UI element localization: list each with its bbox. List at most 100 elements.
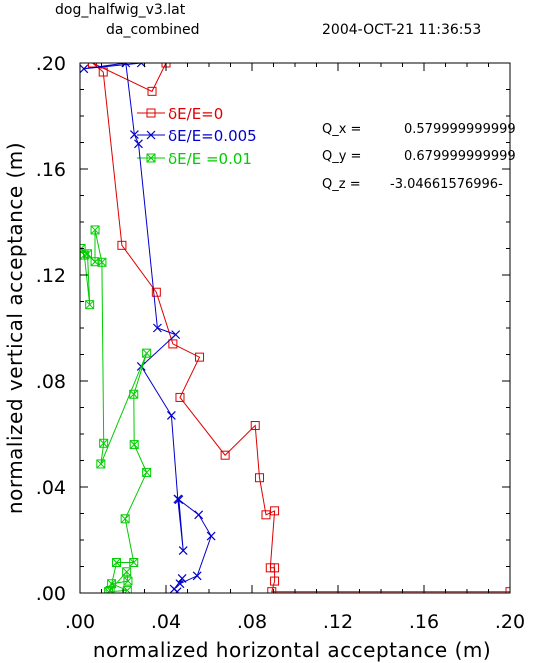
- series-2-point-12-cross: [142, 348, 152, 358]
- series-2-point-13-cross: [96, 459, 106, 469]
- qz-value: -3.04661576996-: [390, 177, 503, 192]
- plot-frame: [79, 62, 511, 594]
- series-2-point-20-cross: [85, 300, 95, 310]
- header-timestamp: 2004-OCT-21 11:36:53: [322, 22, 481, 38]
- qz-label: Q_z =: [322, 177, 361, 192]
- series-2-point-16-cross: [90, 225, 100, 235]
- legend-label-1: δE/E=0.005: [168, 127, 257, 145]
- series-1-point-15: [129, 130, 139, 139]
- qy-value: 0.679999999999: [404, 149, 516, 164]
- series-2-point-5: [105, 585, 115, 593]
- series-2-point-13: [96, 459, 106, 469]
- series-layer: [80, 63, 510, 593]
- series-2-point-4-cross: [122, 567, 132, 577]
- series-0-point-12: [168, 339, 178, 349]
- series-0-point-2: [270, 576, 280, 586]
- series-1-point-13: [152, 323, 162, 333]
- series-2-point-20: [85, 300, 95, 310]
- series-1-point-10: [166, 411, 176, 420]
- series-0-point-5: [270, 506, 280, 516]
- series-2-point-2: [107, 579, 117, 589]
- series-2-point-12: [142, 348, 152, 358]
- series-2-point-5-cross: [105, 585, 115, 593]
- y-tick-label-2: .08: [36, 371, 66, 393]
- series-0-point-6: [261, 510, 271, 520]
- series-0-point-8: [250, 421, 260, 431]
- series-2-point-3-cross: [123, 576, 133, 586]
- y-tick-label-1: .04: [36, 477, 66, 499]
- y-tick-label-4: .16: [36, 159, 66, 181]
- tune-values: Q_x = 0.579999999999 Q_y = 0.67999999999…: [322, 122, 516, 192]
- series-2-point-3: [123, 576, 133, 586]
- legend: δE/E=0 δE/E=0.005 δE/E =0.01: [137, 105, 257, 168]
- y-tick-label-0: .00: [36, 583, 66, 605]
- series-0-point-4: [265, 563, 275, 573]
- series-2-point-8-cross: [120, 514, 130, 524]
- series-0-point-15: [98, 67, 108, 77]
- series-2-point-1-cross: [122, 585, 132, 593]
- x-tick-label-3: .12: [323, 611, 353, 633]
- legend-marker-0: [146, 108, 156, 118]
- series-2-point-6-cross: [112, 558, 121, 567]
- series-2-point-11: [129, 389, 139, 399]
- series-2-point-14: [99, 438, 109, 448]
- series-2-point-21-cross: [83, 249, 92, 259]
- legend-marker-2-cross: [146, 153, 156, 163]
- x-axis-title: normalized horizontal acceptance (m): [93, 638, 491, 662]
- y-axis-title: normalized vertical acceptance (m): [3, 142, 27, 514]
- series-2-line: [80, 229, 148, 593]
- series-2-point-15: [97, 257, 107, 267]
- series-2-point-17-cross: [90, 257, 100, 267]
- series-0: [87, 63, 510, 593]
- legend-label-0: δE/E=0: [168, 105, 223, 123]
- series-1-point-3: [175, 579, 185, 589]
- series-2-point-7: [129, 558, 139, 568]
- series-2-point-9: [142, 467, 152, 477]
- series-2-point-6: [112, 558, 122, 568]
- series-1-point-2: [177, 574, 187, 583]
- series-1-point-12: [171, 330, 181, 340]
- x-tick-label-5: .20: [495, 611, 525, 633]
- series-2-point-11-cross: [129, 389, 139, 399]
- x-tick-label-1: .04: [151, 611, 181, 633]
- series-2-point-8: [120, 514, 130, 524]
- y-tick-label-5: .20: [36, 53, 66, 75]
- series-2-point-9-cross: [142, 468, 152, 477]
- legend-marker-1: [146, 130, 156, 140]
- series-2-point-4: [122, 567, 132, 577]
- legend-marker-2: [146, 153, 156, 163]
- series-2-point-10-cross: [129, 440, 139, 449]
- series-1-point-9: [173, 494, 183, 504]
- series-1-point-6: [194, 510, 204, 520]
- series-0-line: [92, 63, 510, 593]
- series-0-point-16: [87, 63, 97, 68]
- series-0-point-9: [220, 450, 230, 460]
- y-tick-label-3: .12: [36, 265, 66, 287]
- series-2-point-16: [90, 225, 100, 235]
- series-1-point-5: [206, 531, 216, 541]
- x-tick-label-0: .00: [65, 611, 95, 633]
- header-filename: dog_halfwig_v3.lat: [55, 2, 186, 18]
- series-0-point-11: [195, 352, 205, 362]
- series-0-point-0: [505, 587, 510, 593]
- series-0-point-10: [175, 392, 185, 402]
- series-1-point-14: [134, 139, 143, 149]
- x-tick-label-4: .16: [409, 611, 439, 633]
- series-0-point-1: [267, 587, 277, 593]
- series-0-point-13: [151, 287, 161, 297]
- series-1: [80, 63, 216, 593]
- series-2-point-17: [90, 257, 100, 267]
- series-1-point-17: [80, 64, 89, 74]
- x-tick-label-2: .08: [237, 611, 267, 633]
- qx-value: 0.579999999999: [404, 122, 516, 137]
- qx-label: Q_x =: [322, 122, 361, 137]
- series-2-point-21: [83, 249, 93, 259]
- series-0-point-14: [117, 240, 127, 250]
- series-1-point-18: [136, 63, 146, 68]
- series-0-point-17: [147, 86, 157, 96]
- axes-layer: .00 .04 .08 .12 .16 .20 .00 .04 .08 .12 .16 .20: [36, 53, 525, 633]
- legend-label-2: δE/E =0.01: [168, 150, 252, 168]
- series-2: [80, 225, 152, 593]
- qy-label: Q_y =: [322, 149, 361, 164]
